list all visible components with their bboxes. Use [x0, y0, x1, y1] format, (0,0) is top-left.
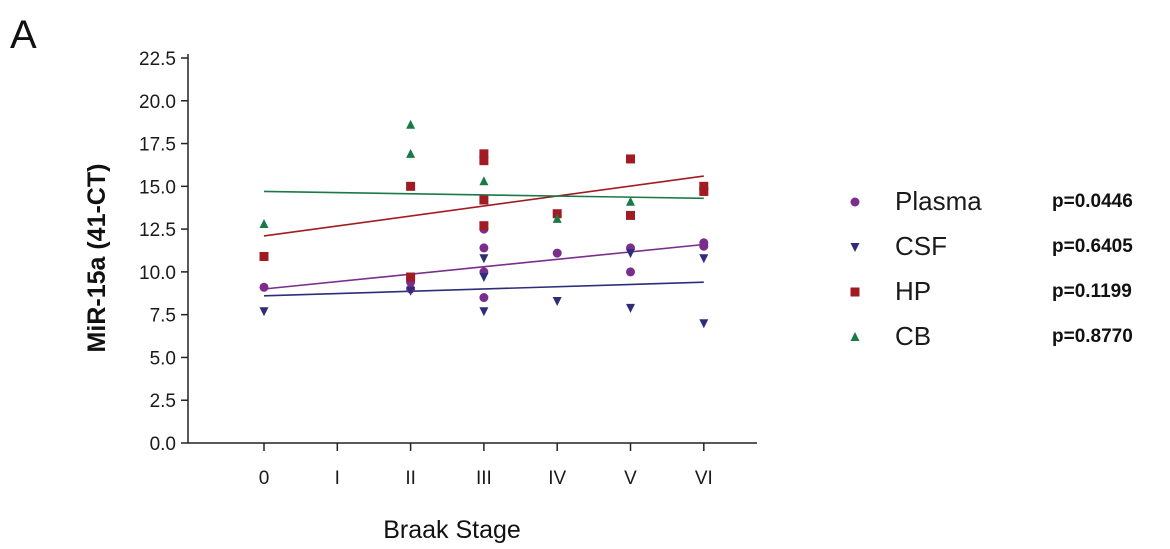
data-point-plasma	[552, 248, 562, 258]
y-tick-label: 17.5	[139, 135, 176, 156]
x-tick-label: III	[476, 468, 492, 489]
data-point-plasma	[626, 267, 635, 277]
y-tick-label: 15.0	[139, 177, 176, 198]
data-point-hp	[699, 181, 709, 191]
data-point-cb	[406, 119, 416, 129]
y-tick-label: 0.0	[150, 434, 176, 455]
panel-label: A	[10, 13, 37, 57]
y-tick-label: 10.0	[139, 263, 176, 284]
y-axis-label: MiR-15a (41-CT)	[83, 164, 111, 353]
legend-marker-hp	[850, 287, 860, 297]
axes: 0.02.55.07.510.012.515.017.520.022.50 I II…	[139, 49, 757, 489]
trend-line-hp	[263, 175, 704, 237]
data-point-csf	[259, 307, 269, 317]
data-point-hp	[479, 149, 489, 159]
y-tick-label: 7.5	[150, 306, 176, 327]
data-point-hp	[552, 209, 562, 219]
p-value-plasma: p=0.0446	[1052, 191, 1133, 212]
data-point-cb	[259, 218, 269, 228]
data-points	[259, 119, 709, 329]
data-point-csf	[552, 296, 562, 306]
y-tick-label: 2.5	[150, 391, 176, 412]
data-point-hp	[479, 221, 489, 231]
data-point-plasma	[259, 282, 269, 292]
legend: Plasma p=0.0446 CSF p=0.6405 HP p=0.1199 CB p=0…	[850, 186, 1133, 351]
data-point-plasma	[699, 238, 709, 248]
data-point-hp	[626, 154, 635, 164]
y-tick-label: 22.5	[139, 49, 176, 70]
x-tick-label: 0	[259, 468, 270, 489]
data-point-cb	[552, 213, 562, 223]
data-point-hp	[406, 181, 416, 191]
data-point-csf	[626, 249, 635, 259]
p-value-hp: p=0.1199	[1052, 281, 1132, 302]
data-point-hp	[699, 186, 709, 196]
legend-marker-cb	[850, 332, 860, 341]
data-point-csf	[479, 254, 489, 264]
x-tick-label: I	[335, 468, 340, 489]
data-point-csf	[406, 286, 416, 296]
x-axis-label: Braak Stage	[383, 516, 521, 544]
data-point-csf	[479, 273, 489, 283]
trend-line-csf	[263, 281, 704, 297]
x-tick-label: IV	[548, 468, 566, 489]
legend-label-plasma: Plasma	[895, 186, 982, 216]
data-point-hp	[479, 195, 489, 205]
data-point-csf	[626, 303, 635, 313]
x-tick-label: V	[624, 468, 637, 489]
p-value-csf: p=0.6405	[1052, 236, 1133, 257]
x-tick-label: VI	[695, 468, 713, 489]
p-value-cb: p=0.8770	[1052, 326, 1133, 347]
legend-label-hp: HP	[895, 276, 931, 306]
data-point-csf	[699, 319, 709, 329]
data-point-cb	[626, 196, 635, 206]
data-point-hp	[406, 272, 416, 282]
y-tick-label: 20.0	[139, 92, 176, 113]
data-point-csf	[699, 254, 709, 264]
legend-marker-plasma	[850, 197, 860, 207]
data-point-cb	[479, 176, 489, 186]
data-point-hp	[626, 210, 635, 220]
y-tick-label: 5.0	[150, 348, 176, 369]
data-point-hp	[259, 251, 269, 261]
data-point-csf	[479, 307, 489, 317]
x-tick-label: II	[405, 468, 416, 489]
y-tick-label: 12.5	[139, 220, 176, 241]
legend-label-cb: CB	[895, 321, 931, 351]
data-point-cb	[406, 148, 416, 158]
data-point-hp	[479, 156, 489, 166]
data-point-plasma	[479, 243, 489, 253]
legend-marker-csf	[850, 243, 860, 252]
data-point-plasma	[479, 293, 489, 303]
legend-label-csf: CSF	[895, 231, 947, 261]
